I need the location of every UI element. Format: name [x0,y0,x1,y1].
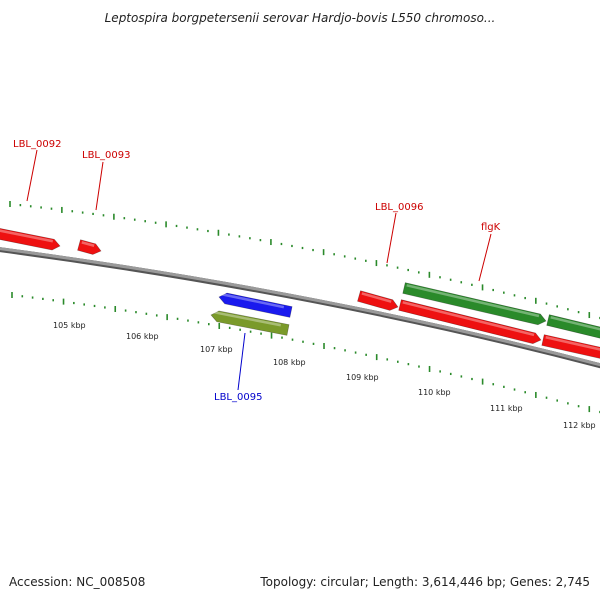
gene-body [402,282,547,326]
gene-highlight [545,336,600,352]
axis-label-112: 112 kbp [563,421,596,430]
axis-label-108: 108 kbp [273,358,306,367]
genome-backbone [0,247,600,367]
gene-label-lbl-0093[interactable]: LBL_0093 [82,150,130,161]
gene-body [357,290,399,311]
axis-label-109: 109 kbp [346,373,379,382]
axis-label-105: 105 kbp [53,321,86,330]
gene-highlight [0,228,54,243]
gene-label-lbl-0095[interactable]: LBL_0095 [214,392,262,403]
axis-label-106: 106 kbp [126,332,159,341]
gene-arrow-g2[interactable] [77,239,103,257]
axis-labels: 105 kbp 106 kbp 107 kbp 108 kbp 109 kbp … [53,321,596,430]
leader-lbl-0095 [237,332,246,391]
label-leader-lines [26,149,492,391]
gene-labels: LBL_0092 LBL_0093 LBL_0096 flgK LBL_0095 [13,139,501,403]
gene-label-lbl-0092[interactable]: LBL_0092 [13,139,61,150]
gene-arrow-g3[interactable] [218,292,293,318]
gene-arrow-g1[interactable] [0,227,61,252]
axis-label-110: 110 kbp [418,388,451,397]
gene-arrow-g9[interactable] [541,334,600,361]
gene-highlight [221,293,285,309]
leader-lbl-0093 [95,161,104,211]
gene-highlight [81,241,95,247]
gene-highlight [406,284,540,318]
gene-features[interactable] [0,227,600,361]
gene-highlight [402,301,535,337]
gene-arrow-g6[interactable] [402,282,547,327]
gene-body [398,299,542,344]
leader-lbl-0092 [26,149,38,202]
gene-body [0,227,61,251]
gene-body [546,314,600,340]
gene-label-flgk[interactable]: flgK [481,222,501,233]
gene-body [77,239,102,255]
leader-flgk [478,233,492,282]
gene-body [541,334,600,360]
upper-tick-ring [9,201,600,320]
gene-arrow-g4[interactable] [210,310,290,336]
topology-summary: Topology: circular; Length: 3,614,446 bp… [260,575,590,589]
gene-body [210,310,290,336]
gene-arrow-g8[interactable] [546,314,600,341]
axis-label-111: 111 kbp [490,404,523,413]
gene-arrow-g7[interactable] [398,299,543,346]
leader-lbl-0096 [386,212,397,264]
gene-highlight [550,316,600,332]
gene-highlight [213,310,282,327]
map-title: Leptospira borgpetersenii serovar Hardjo… [104,11,496,25]
gene-label-lbl-0096[interactable]: LBL_0096 [375,202,423,213]
accession-text: Accession: NC_008508 [9,575,146,589]
gene-arrow-g5[interactable] [357,290,400,313]
axis-label-107: 107 kbp [200,345,233,354]
gene-highlight [361,292,392,303]
lower-tick-ring [11,292,600,414]
gene-body [218,292,293,318]
